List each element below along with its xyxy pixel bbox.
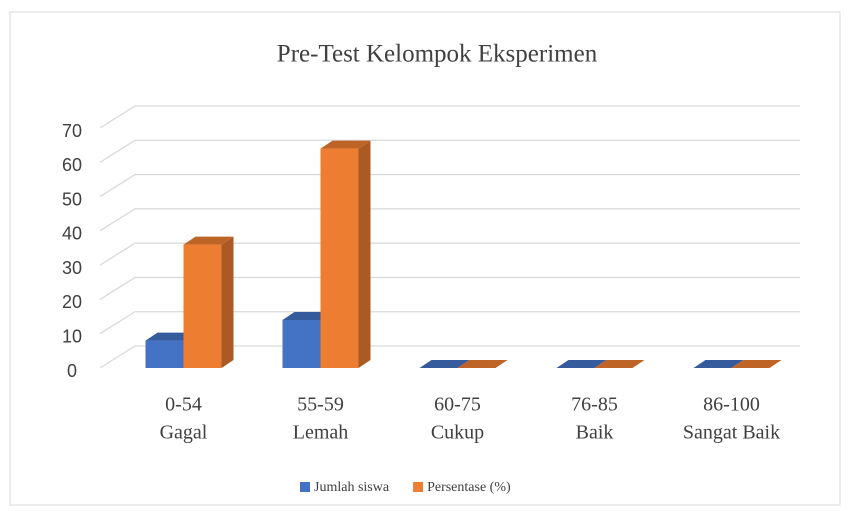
bar-top [731,360,782,368]
bar-side [358,140,371,368]
x-tick-label: 60-75 [434,394,481,416]
bar-top [457,360,508,368]
bar-top [183,236,234,245]
grid-line [99,345,800,369]
y-tick-label: 40 [62,224,82,244]
y-tick-label: 30 [62,258,82,278]
bar-top [594,360,645,368]
legend-label: Persentase (%) [427,480,511,495]
grid-line [99,173,800,198]
bar-top [282,312,333,320]
bar [320,148,359,368]
grid-line [99,242,800,266]
chart-border [9,11,841,506]
bar-side [221,236,234,368]
x-tick-label: Lemah [293,422,349,444]
y-tick-label: 50 [62,189,82,209]
grid-line [99,276,800,300]
y-tick-label: 70 [62,121,82,141]
bar-top [556,360,607,368]
y-tick-label: 60 [62,155,82,175]
bar [183,244,222,368]
grid-line [99,311,800,335]
bar-top [693,360,744,368]
bar-top [419,360,470,368]
bar [282,320,321,368]
x-tick-label: 86-100 [703,394,760,416]
x-tick-label: Gagal [160,422,208,444]
y-tick-label: 10 [62,326,82,346]
x-tick-label: 0-54 [165,394,202,416]
y-tick-label: 0 [67,361,77,381]
grid-line [99,139,800,163]
bar [145,340,184,368]
legend-swatch [413,482,424,492]
x-tick-label: Sangat Baik [683,422,780,444]
x-tick-label: Baik [576,422,614,444]
bar-top [145,332,196,341]
legend-label: Jumlah siswa [314,480,390,495]
chart-title: Pre-Test Kelompok Eksperimen [277,41,598,68]
x-tick-label: 76-85 [571,394,618,416]
x-tick-label: 55-59 [297,394,344,416]
grid-line [99,105,800,129]
grid-line [99,208,800,232]
legend-swatch [300,482,310,492]
bar-top [320,140,371,149]
y-tick-label: 20 [62,292,82,312]
x-tick-label: Cukup [431,422,484,444]
